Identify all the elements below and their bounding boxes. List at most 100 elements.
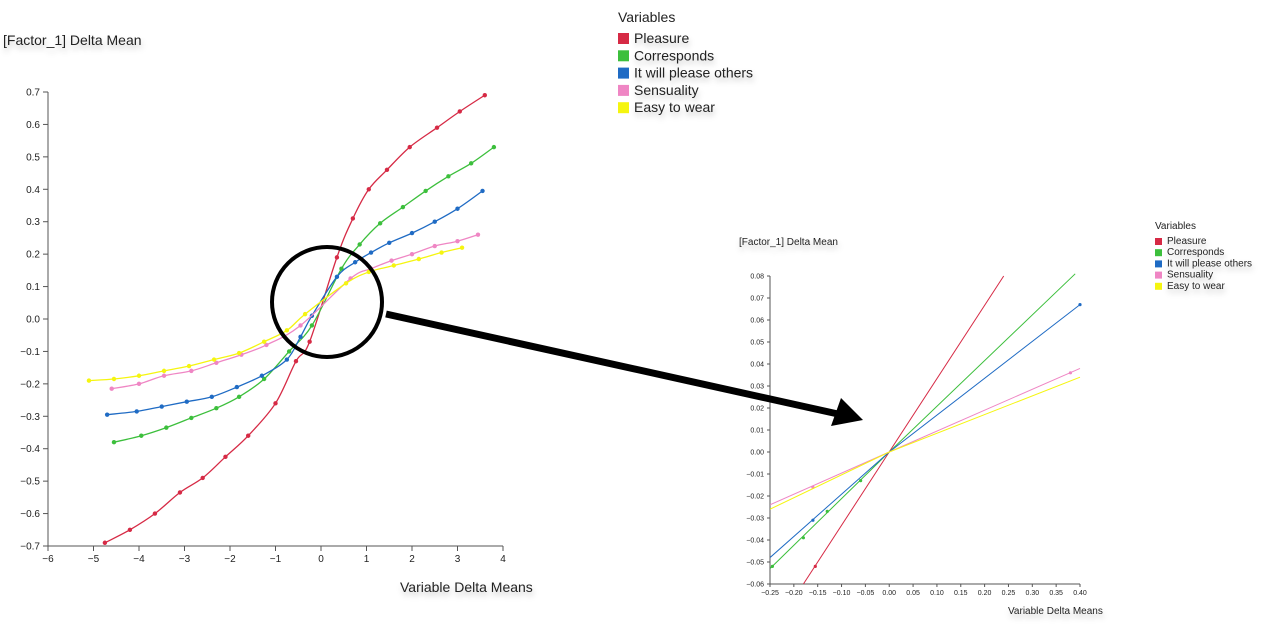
x-tick-label: −0.15 bbox=[809, 590, 827, 597]
legend-title: Variables bbox=[618, 9, 675, 25]
data-point-pleasure bbox=[334, 255, 340, 260]
data-point-sensuality bbox=[214, 360, 219, 365]
data-point-easy-to-wear bbox=[302, 311, 308, 317]
zoom-circle bbox=[270, 245, 384, 359]
y-tick-label: −0.4 bbox=[20, 444, 40, 455]
y-tick-label: 0.07 bbox=[750, 295, 764, 302]
data-point-corresponds bbox=[377, 221, 383, 226]
data-point-pleasure bbox=[384, 167, 390, 173]
data-point-pleasure bbox=[102, 540, 108, 545]
data-point-sensuality bbox=[298, 323, 303, 328]
x-tick-label: 0.25 bbox=[1002, 590, 1016, 597]
x-tick-label: 4 bbox=[500, 554, 506, 565]
data-point-it-will-please-others bbox=[134, 409, 139, 414]
legend-label-pleasure: Pleasure bbox=[634, 30, 689, 46]
y-tick-label: 0.03 bbox=[750, 383, 764, 390]
y-tick-label: −0.7 bbox=[20, 542, 40, 553]
data-point-corresponds bbox=[309, 323, 315, 328]
data-point-it-will-please-others bbox=[352, 260, 358, 265]
data-point-easy-to-wear bbox=[236, 350, 242, 356]
series-line-corresponds bbox=[113, 146, 495, 443]
zoom-chart: −0.25 −0.20 −0.15 −0.10 −0.05 0.00 0.05 0.10 0.1… bbox=[739, 221, 1252, 617]
series-line-sensuality bbox=[770, 367, 1081, 506]
data-point-corresponds bbox=[423, 188, 428, 194]
data-point-corresponds bbox=[859, 479, 863, 483]
data-point-easy-to-wear bbox=[136, 373, 142, 378]
x-tick-label: −6 bbox=[42, 554, 54, 565]
x-axis-title: Variable Delta Means bbox=[400, 579, 533, 595]
y-tick-label: 0.1 bbox=[26, 282, 40, 293]
data-point-sensuality bbox=[189, 368, 194, 374]
data-point-easy-to-wear bbox=[343, 281, 349, 286]
data-point-pleasure bbox=[407, 144, 412, 150]
data-point-sensuality bbox=[1068, 371, 1073, 375]
data-point-it-will-please-others bbox=[480, 188, 485, 194]
x-tick-label: −0.20 bbox=[785, 590, 803, 597]
data-point-pleasure bbox=[457, 109, 462, 114]
data-point-pleasure bbox=[366, 187, 371, 192]
y-tick-label: −0.05 bbox=[746, 559, 764, 566]
data-point-pleasure bbox=[200, 475, 205, 481]
x-tick-label: 0.05 bbox=[906, 590, 920, 597]
data-point-pleasure bbox=[127, 527, 133, 532]
data-point-corresponds bbox=[468, 161, 474, 166]
data-point-corresponds bbox=[139, 433, 144, 438]
x-tick-label: 0.15 bbox=[954, 590, 968, 597]
x-tick-label: −5 bbox=[88, 554, 100, 565]
data-point-sensuality bbox=[409, 251, 415, 257]
y-tick-label: −0.01 bbox=[746, 471, 764, 478]
data-point-pleasure bbox=[482, 93, 487, 98]
data-point-easy-to-wear bbox=[284, 328, 290, 333]
y-tick-label: 0.7 bbox=[26, 88, 40, 99]
x-tick-label: −0.25 bbox=[761, 590, 779, 597]
data-point-corresponds bbox=[339, 266, 344, 271]
y-tick-label: −0.6 bbox=[20, 509, 40, 520]
data-point-it-will-please-others bbox=[455, 206, 460, 211]
data-point-pleasure bbox=[350, 216, 356, 221]
data-point-pleasure bbox=[813, 564, 817, 569]
legend-label-pleasure: Pleasure bbox=[1167, 236, 1207, 247]
series-line-pleasure bbox=[802, 275, 1005, 584]
y-tick-label: 0.5 bbox=[26, 152, 40, 163]
x-tick-label: −1 bbox=[270, 554, 282, 565]
data-point-it-will-please-others bbox=[368, 250, 374, 255]
data-point-easy-to-wear bbox=[211, 357, 217, 362]
legend-swatch-sensuality bbox=[1155, 271, 1162, 279]
data-point-sensuality bbox=[136, 381, 142, 387]
plot-area bbox=[770, 273, 1082, 584]
x-axis-title: Variable Delta Means bbox=[1008, 606, 1103, 617]
y-tick-label: 0.05 bbox=[750, 339, 764, 346]
x-tick-label: 0.30 bbox=[1025, 590, 1039, 597]
data-point-it-will-please-others bbox=[432, 219, 437, 224]
legend-swatch-easy-to-wear bbox=[618, 102, 629, 114]
data-point-pleasure bbox=[246, 433, 251, 438]
data-point-easy-to-wear bbox=[111, 376, 117, 382]
data-point-easy-to-wear bbox=[439, 250, 444, 255]
data-point-easy-to-wear bbox=[416, 256, 422, 262]
x-tick-label: −0.05 bbox=[857, 590, 875, 597]
x-tick-label: −0.10 bbox=[833, 590, 851, 597]
x-tick-label: 0.00 bbox=[882, 590, 896, 597]
data-point-sensuality bbox=[161, 373, 167, 378]
legend-swatch-corresponds bbox=[618, 50, 629, 62]
data-point-pleasure bbox=[307, 339, 312, 344]
x-tick-label: 0.35 bbox=[1049, 590, 1063, 597]
y-tick-label: −0.5 bbox=[20, 477, 40, 488]
zoom-arrow-line bbox=[385, 310, 839, 418]
x-tick-label: 1 bbox=[364, 554, 370, 565]
series-line-pleasure bbox=[104, 94, 486, 544]
y-tick-label: 0.4 bbox=[26, 185, 40, 196]
data-point-corresponds bbox=[491, 144, 497, 150]
data-point-it-will-please-others bbox=[1078, 303, 1082, 307]
data-point-corresponds bbox=[164, 425, 169, 430]
y-tick-label: 0.01 bbox=[750, 427, 764, 434]
y-tick-label: 0.04 bbox=[750, 361, 764, 368]
y-tick-label: −0.1 bbox=[20, 347, 40, 358]
data-point-easy-to-wear bbox=[391, 263, 396, 268]
data-point-corresponds bbox=[111, 440, 117, 445]
data-point-easy-to-wear bbox=[161, 368, 167, 374]
series-line-it-will-please-others bbox=[770, 304, 1081, 558]
plot-area bbox=[86, 93, 497, 545]
